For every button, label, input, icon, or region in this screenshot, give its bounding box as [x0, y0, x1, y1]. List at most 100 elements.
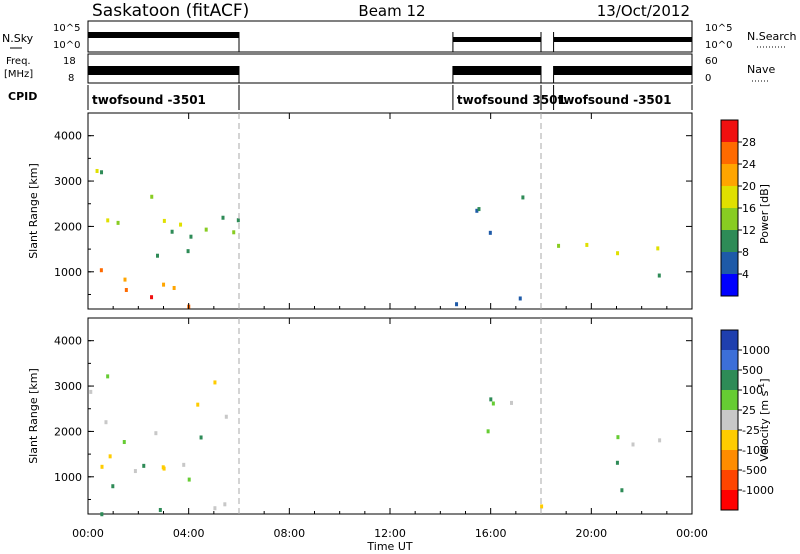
colorbar-label: 4 [742, 268, 749, 281]
nave-tick-top: 60 [705, 56, 718, 67]
echo-cell [616, 251, 620, 256]
power-axes: 4000 3000 2000 1000 [54, 113, 693, 309]
x-tick-label: 08:00 [273, 527, 305, 540]
x-tick-labels: 00:00 04:00 08:00 12:00 16:00 20:00 00:00 [72, 527, 708, 540]
colorbar-cell [721, 230, 738, 252]
freq-tick-bottom: 8 [68, 73, 74, 84]
echo-cell [658, 438, 662, 443]
y-tick-label: 2000 [54, 220, 82, 233]
echo-cell [122, 440, 126, 445]
nave-tick-bottom: 0 [705, 73, 711, 84]
echo-cell [179, 222, 183, 227]
colorbar-cell [721, 186, 738, 208]
power-colorbar-title: Power [dB] [758, 184, 771, 244]
nsky-trace [553, 37, 692, 42]
x-tick-label: 20:00 [575, 527, 607, 540]
echo-cell [631, 442, 635, 447]
nsky-tick-top: 10^5 [53, 23, 80, 34]
nsky-trace [452, 37, 541, 42]
echo-cell [221, 215, 225, 220]
echo-cell [154, 431, 158, 436]
velocity-colorbar-title: Velocity [m s-1] [757, 378, 771, 461]
colorbar-label: 12 [742, 224, 756, 237]
echo-cell [223, 502, 227, 507]
colorbar-cell [721, 164, 738, 186]
echo-cell [489, 397, 493, 402]
echo-cell [615, 460, 619, 465]
echo-cell [104, 420, 108, 425]
echo-cell [236, 218, 240, 223]
echo-cell [95, 168, 99, 173]
echo-cell [150, 194, 154, 199]
echo-cell [518, 296, 522, 301]
y-tick-label: 1000 [54, 266, 82, 279]
nsearch-tick-top: 10^5 [705, 23, 732, 34]
echo-cell [491, 401, 495, 406]
power-panel-frame [87, 112, 693, 310]
colorbar-label: -1000 [742, 484, 774, 497]
y-tick-label: 4000 [54, 335, 82, 348]
colorbar-label: 8 [742, 246, 749, 259]
freq-label-line1: Freq. [6, 56, 31, 67]
date-title: 13/Oct/2012 [597, 2, 690, 20]
echo-cell [106, 218, 110, 223]
echo-cell [224, 414, 228, 419]
colorbar-label: 1000 [742, 344, 770, 357]
y-tick-label: 3000 [54, 175, 82, 188]
echo-cell [204, 227, 208, 232]
echo-cell [123, 277, 127, 282]
colorbar-label: -100 [742, 444, 767, 457]
colorbar-cell [721, 120, 738, 142]
echo-cell [186, 249, 190, 254]
beam-title: Beam 12 [358, 2, 425, 20]
echo-cell [232, 230, 236, 235]
echo-cell [124, 287, 128, 292]
echo-cell [187, 477, 191, 482]
y-tick-label: 3000 [54, 380, 82, 393]
echo-cell [100, 170, 104, 175]
echo-cell [182, 462, 186, 467]
echo-cell [162, 282, 166, 287]
y-tick-label: 2000 [54, 425, 82, 438]
echo-cell [540, 504, 544, 509]
colorbar-cell [721, 470, 738, 490]
echo-cell [158, 507, 162, 512]
colorbar-cell [721, 430, 738, 450]
echo-cell [170, 229, 174, 234]
echo-cell [116, 220, 120, 225]
echo-cell [585, 242, 589, 247]
nave-label: Nave [747, 63, 775, 76]
colorbar-cell [721, 252, 738, 274]
nsearch-label: N.Search [747, 30, 797, 43]
echo-cell [199, 435, 203, 440]
echo-cell [475, 208, 479, 213]
echo-cell [111, 484, 115, 489]
colorbar-label: -25 [742, 424, 760, 437]
echo-cell [106, 374, 110, 379]
x-tick-label: 00:00 [72, 527, 104, 540]
freq-trace [88, 66, 239, 75]
echo-cell [488, 230, 492, 235]
velocity-colorbar: 1000 500 100 25 -25 -100 -500 -1000 [720, 329, 774, 511]
echo-cell [161, 465, 165, 470]
velocity-panel-frame [87, 317, 693, 515]
echo-cell [172, 285, 176, 290]
power-colorbar: 28 24 20 16 12 8 4 [720, 119, 756, 297]
echo-cell [89, 389, 93, 394]
echo-cell [150, 295, 154, 300]
colorbar-cell [721, 410, 738, 430]
cpid-label: CPID [8, 90, 37, 103]
colorbar-label: 100 [742, 384, 763, 397]
echo-cell [510, 400, 514, 405]
echo-cell [108, 454, 112, 459]
echo-cell [521, 195, 525, 200]
freq-data [87, 66, 693, 83]
colorbar-cell [721, 390, 738, 410]
cpid-segment-label: twofsound -3501 [558, 93, 672, 107]
y-tick-label: 1000 [54, 471, 82, 484]
nsky-trace [88, 32, 239, 38]
colorbar-cell [721, 370, 738, 390]
nsky-label: N.Sky [2, 32, 34, 45]
x-tick-label: 00:00 [676, 527, 708, 540]
